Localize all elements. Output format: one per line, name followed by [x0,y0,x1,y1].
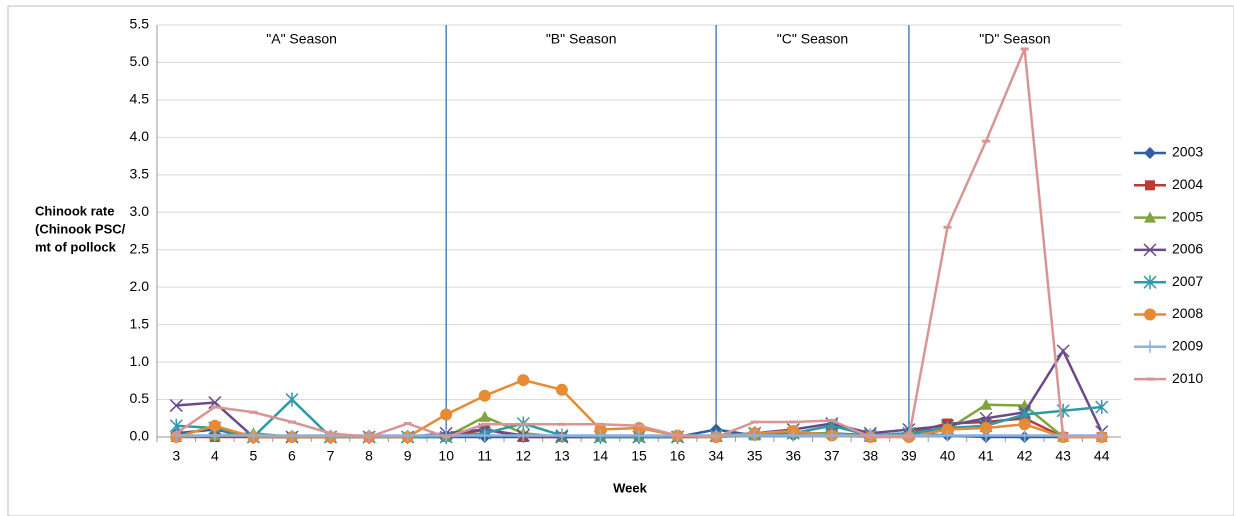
x-axis-label: Week [613,480,647,495]
x-tick-label: 13 [554,448,570,464]
legend-label: 2008 [1172,305,1203,321]
legend-marker [1143,243,1157,257]
legend-label: 2009 [1172,338,1203,354]
y-tick-label: 5.5 [130,16,150,32]
x-tick-label: 39 [901,448,917,464]
marker [478,389,491,402]
y-axis-label: mt of pollock [35,239,117,254]
marker [825,429,838,442]
y-tick-label: 5.0 [130,53,150,69]
x-tick-label: 43 [1055,448,1071,464]
x-tick-label: 42 [1017,448,1033,464]
series-line [175,48,1102,439]
y-tick-label: 4.5 [130,91,150,107]
x-tick-label: 7 [327,448,335,464]
x-tick-label: 9 [404,448,412,464]
marker [787,429,800,442]
marker [170,429,183,442]
marker [980,422,993,435]
season-label: "C" Season [777,31,848,47]
y-tick-label: 2.0 [130,278,150,294]
x-tick-label: 44 [1094,448,1110,464]
marker [1095,400,1109,415]
marker [324,429,337,442]
y-axis-label: (Chinook PSC/ [35,221,126,236]
y-tick-label: 2.5 [130,240,150,256]
y-tick-label: 0.5 [130,390,150,406]
marker [517,374,530,387]
x-tick-label: 34 [708,448,724,464]
x-tick-label: 41 [978,448,994,464]
y-axis-label: Chinook rate [35,203,114,218]
legend-marker [1145,180,1155,191]
legend-label: 2004 [1172,176,1203,192]
legend-label: 2003 [1172,144,1203,160]
season-label: "B" Season [546,31,617,47]
marker [941,429,954,442]
x-tick-label: 16 [670,448,686,464]
marker [440,408,453,421]
legend-marker [1143,275,1157,290]
x-tick-label: 15 [631,448,647,464]
legend-marker [1144,211,1156,223]
legend-label: 2005 [1172,208,1203,224]
marker [401,429,414,442]
marker [980,398,993,410]
x-tick-label: 4 [211,448,219,464]
season-label: "D" Season [979,31,1050,47]
legend-marker [1144,340,1156,353]
x-tick-label: 35 [747,448,763,464]
x-tick-label: 37 [824,448,840,464]
marker [517,429,530,442]
legend-marker [1144,308,1156,321]
y-tick-label: 1.0 [130,353,150,369]
x-tick-label: 11 [477,448,492,464]
legend-label: 2006 [1172,241,1203,257]
x-tick-label: 14 [593,448,609,464]
y-tick-label: 0.0 [130,428,150,444]
marker [555,429,568,442]
y-tick-label: 3.5 [130,166,150,182]
legend-label: 2007 [1172,273,1203,289]
marker [555,383,568,396]
legend-label: 2010 [1172,370,1203,386]
season-label: "A" Season [266,31,337,47]
x-tick-label: 5 [250,448,258,464]
marker [208,429,221,442]
x-tick-label: 12 [516,448,532,464]
marker [285,429,298,442]
y-tick-label: 1.5 [130,315,150,331]
x-tick-label: 10 [438,448,454,464]
x-tick-label: 38 [863,448,879,464]
marker [169,399,183,413]
marker [594,429,607,442]
marker [1018,418,1031,431]
y-tick-label: 3.0 [130,203,150,219]
marker [1056,344,1070,358]
marker [1018,429,1031,442]
x-tick-label: 40 [940,448,956,464]
y-tick-label: 4.0 [130,128,150,144]
marker [633,429,645,442]
x-tick-label: 36 [785,448,801,464]
marker [748,429,761,442]
marker [285,392,299,407]
x-tick-label: 3 [172,448,180,464]
legend-marker [1144,147,1156,159]
marker [247,429,260,442]
chart-frame [7,5,1234,516]
marker [208,419,221,432]
x-tick-label: 8 [365,448,373,464]
marker [980,429,993,442]
marker [478,429,491,442]
marker [478,410,491,422]
x-tick-label: 6 [288,448,296,464]
